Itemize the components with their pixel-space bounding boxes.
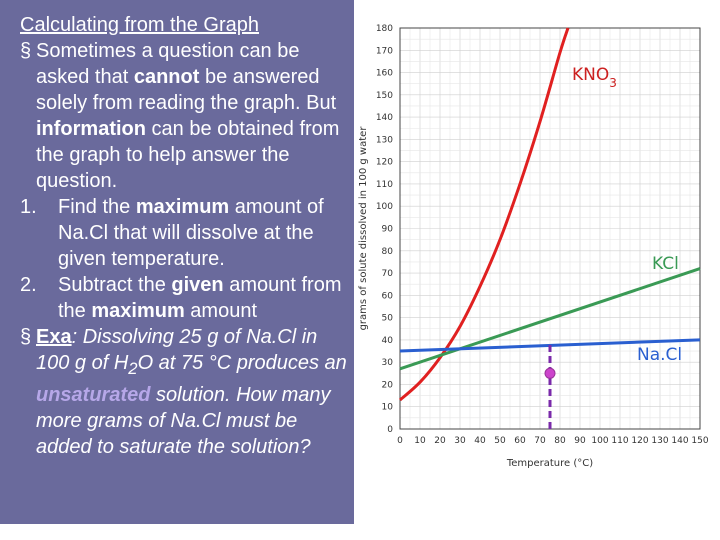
bullet-sometimes: § Sometimes a question can be asked that… (20, 38, 354, 194)
x-tick-label: 80 (554, 436, 566, 446)
bullet-text: Sometimes a question can be asked that c… (36, 38, 354, 194)
y-tick-label: 10 (382, 403, 394, 413)
step1-emph-maximum: maximum (135, 196, 230, 218)
step2-part-c: amount from the (58, 274, 342, 322)
x-tick-label: 40 (474, 436, 486, 446)
x-tick-label: 120 (631, 436, 648, 446)
bullet1-part-e: can be obtained from the graph to help a… (36, 118, 340, 192)
y-tick-label: 140 (376, 113, 393, 123)
step2-emph-maximum: maximum (91, 300, 185, 322)
series-label-kcl: KCl (652, 254, 679, 274)
x-tick-label: 130 (651, 436, 668, 446)
marker-point (544, 367, 556, 379)
y-tick-label: 30 (382, 358, 394, 368)
bullet1-emph-cannot: cannot (133, 66, 200, 88)
y-axis-label: grams of solute dissolved in 100 g water (358, 126, 369, 331)
step2-part-e: amount (184, 300, 257, 322)
example-subscript: 2 (128, 359, 138, 378)
y-tick-label: 180 (376, 24, 393, 34)
bullet1-part-c: be answered solely from reading the grap… (36, 66, 337, 114)
y-tick-label: 130 (376, 135, 393, 145)
example-highlight-unsaturated: unsaturated (36, 384, 151, 406)
x-tick-label: 0 (397, 436, 403, 446)
y-tick-label: 110 (376, 180, 393, 190)
bullet1-part-a: Sometimes a question can be asked that (36, 40, 300, 88)
bullet-example: § Exa: Dissolving 25 g of Na.Cl in 100 g… (20, 324, 354, 460)
y-tick-label: 150 (376, 91, 393, 101)
step-1: 1. Find the maximum amount of Na.Cl that… (20, 194, 354, 272)
example-part-c: solution. How many more grams of Na.Cl m… (36, 384, 331, 458)
solubility-chart: 0 10 20 30 40 50 60 70 80 90 100 110 120 130 140 150010… (358, 24, 709, 469)
x-axis-label: Temperature (°C) (506, 458, 593, 469)
x-tick-label: 100 (591, 436, 608, 446)
x-tick-label: 150 (691, 436, 708, 446)
y-tick-label: 20 (382, 380, 394, 390)
content-panel: Calculating from the Graph § Sometimes a… (0, 0, 354, 524)
step-1-number: 1. (20, 196, 37, 218)
y-tick-label: 80 (382, 247, 394, 257)
tick-labels: 0 10 20 30 40 50 60 70 80 90 100 110 120 130 140 150010… (376, 24, 709, 446)
x-tick-label: 20 (434, 436, 446, 446)
example-part-a: : Dissolving 25 g of Na.Cl in 100 g of H (36, 326, 318, 374)
bullet1-emph-information: information (36, 118, 146, 140)
y-tick-label: 50 (382, 314, 394, 324)
x-tick-label: 70 (534, 436, 546, 446)
bullet-marker: § (20, 326, 32, 348)
y-tick-label: 120 (376, 158, 393, 168)
series-line-kcl (399, 267, 701, 371)
x-tick-label: 50 (494, 436, 506, 446)
x-tick-label: 10 (414, 436, 426, 446)
step-2-text: Subtract the given amount from the maxim… (58, 272, 354, 324)
y-tick-label: 160 (376, 69, 393, 79)
step1-part-c: amount of Na.Cl that will dissolve at th… (58, 196, 324, 270)
panel-text: Calculating from the Graph § Sometimes a… (20, 12, 354, 460)
step2-emph-given: given (171, 274, 224, 296)
step-2-number: 2. (20, 274, 37, 296)
x-tick-label: 140 (671, 436, 688, 446)
y-tick-label: 90 (382, 225, 394, 235)
x-tick-label: 90 (574, 436, 586, 446)
step-1-text: Find the maximum amount of Na.Cl that wi… (58, 194, 354, 272)
step-2: 2. Subtract the given amount from the ma… (20, 272, 354, 324)
x-tick-label: 30 (454, 436, 466, 446)
y-tick-label: 170 (376, 46, 393, 56)
y-tick-label: 60 (382, 291, 394, 301)
example-text: Exa: Dissolving 25 g of Na.Cl in 100 g o… (36, 324, 354, 460)
example-part-b: O at 75 °C produces an (137, 352, 347, 374)
example-label: Exa (36, 326, 72, 348)
y-tick-label: 100 (376, 202, 393, 212)
y-tick-label: 0 (387, 425, 393, 435)
bullet-marker: § (20, 40, 32, 62)
x-tick-label: 110 (611, 436, 628, 446)
series-line-kno3 (399, 27, 570, 402)
step1-part-a: Find the (58, 196, 136, 218)
y-tick-label: 70 (382, 269, 394, 279)
y-tick-label: 40 (382, 336, 394, 346)
series-label-na-cl: Na.Cl (637, 345, 682, 365)
annotations (544, 344, 556, 429)
x-tick-label: 60 (514, 436, 526, 446)
step2-part-a: Subtract the (58, 274, 172, 296)
slide-title: Calculating from the Graph (20, 14, 260, 36)
